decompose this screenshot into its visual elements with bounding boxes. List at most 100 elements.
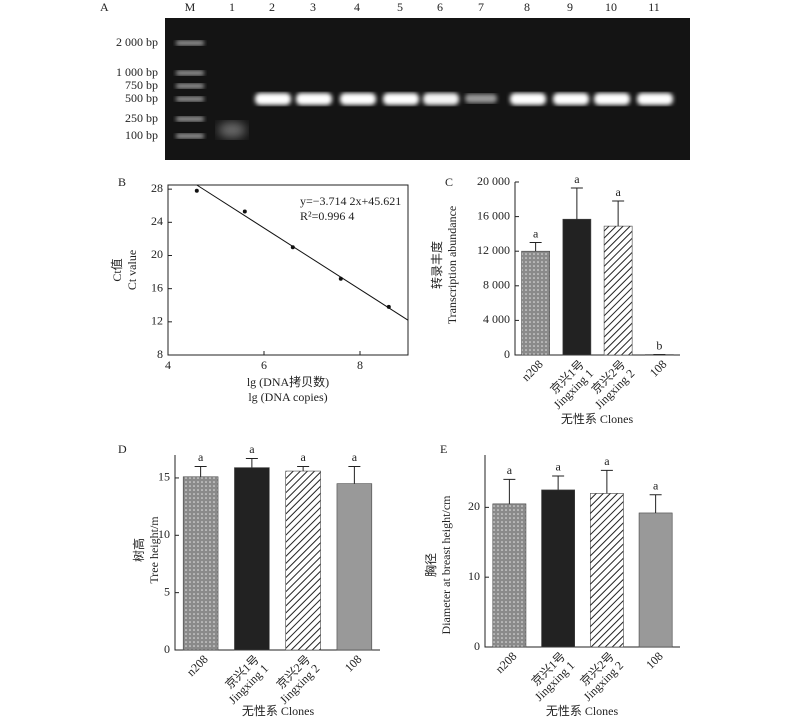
x-tick-label: n208 bbox=[519, 357, 546, 384]
error-bar bbox=[529, 242, 542, 252]
y-tick-label: 4 000 bbox=[483, 312, 510, 326]
lane-label: 5 bbox=[397, 0, 403, 14]
significance-letter: a bbox=[249, 442, 255, 456]
plot-frame bbox=[167, 184, 409, 356]
significance-letter: a bbox=[533, 226, 539, 240]
y-tick-label: 12 000 bbox=[477, 243, 510, 257]
y-tick-label: 8 000 bbox=[483, 278, 510, 292]
ladder-band bbox=[176, 40, 204, 46]
equation: y=−3.714 2x+45.621 bbox=[300, 194, 401, 208]
x-axis-label: 无性系 Clones bbox=[242, 704, 315, 718]
y-axis-label-line: Ct value bbox=[125, 250, 139, 290]
panel-label: E bbox=[440, 442, 447, 456]
marker-label: 500 bp bbox=[125, 91, 158, 105]
error-bar bbox=[297, 465, 310, 472]
x-tick-label-line: n208 bbox=[519, 357, 546, 384]
lane-label: 4 bbox=[354, 0, 360, 14]
bar bbox=[234, 467, 270, 651]
gel-bands bbox=[218, 93, 673, 138]
y-tick-label: 20 000 bbox=[477, 174, 510, 188]
r-squared: R²=0.996 4 bbox=[300, 209, 354, 223]
bar bbox=[589, 493, 624, 648]
x-tick-label: 108 bbox=[643, 649, 666, 672]
lane-label: 8 bbox=[524, 0, 530, 14]
y-tick-label: 16 000 bbox=[477, 208, 510, 222]
y-tick-label: 8 bbox=[157, 347, 163, 361]
error-bar bbox=[552, 475, 565, 490]
x-tick-label: 6 bbox=[261, 358, 267, 372]
significance-letter: a bbox=[555, 460, 561, 474]
lane-label: 9 bbox=[567, 0, 573, 14]
error-bar bbox=[600, 469, 613, 494]
fit-line bbox=[196, 184, 409, 321]
significance-letter: a bbox=[615, 185, 621, 199]
significance-letter: a bbox=[352, 450, 358, 464]
lane-label: 10 bbox=[605, 0, 617, 14]
x-axis-label: lg (DNA copies) bbox=[248, 390, 327, 404]
x-tick-label-line: 108 bbox=[342, 652, 365, 675]
gel bbox=[165, 18, 690, 160]
y-axis-label: 树高 Tree height/m bbox=[131, 516, 161, 584]
marker-label: 1 000 bp bbox=[116, 65, 158, 79]
x-tick-label: n208 bbox=[493, 649, 520, 676]
x-tick-label: 108 bbox=[647, 357, 670, 380]
y-tick-label: 0 bbox=[474, 639, 480, 653]
ladder-band bbox=[176, 96, 204, 102]
y-axis-label-line: Ct值 bbox=[109, 258, 124, 281]
bar bbox=[541, 489, 575, 648]
lane-label: M bbox=[185, 0, 196, 14]
y-axis-label-line: Diameter at breast height/cm bbox=[439, 495, 453, 635]
y-tick-label: 20 bbox=[468, 499, 480, 513]
data-point bbox=[386, 304, 391, 309]
lane-label: 6 bbox=[437, 0, 443, 14]
error-bar bbox=[245, 457, 258, 468]
marker-label: 2 000 bp bbox=[116, 35, 158, 49]
x-tick-label-line: 108 bbox=[643, 649, 666, 672]
bar bbox=[285, 470, 321, 651]
y-tick-label: 5 bbox=[164, 584, 170, 598]
panel-label: C bbox=[445, 175, 453, 189]
bar bbox=[182, 476, 219, 651]
x-tick-label: 4 bbox=[165, 358, 171, 372]
lane-label: 2 bbox=[269, 0, 275, 14]
data-point bbox=[338, 276, 343, 281]
y-tick-label: 10 bbox=[158, 527, 170, 541]
y-axis-label-line: Tree height/m bbox=[147, 516, 161, 584]
y-axis-label-line: Transcription abundance bbox=[445, 206, 459, 325]
y-tick-label: 16 bbox=[151, 280, 163, 294]
lane-label: 7 bbox=[478, 0, 484, 14]
error-bar bbox=[649, 494, 662, 513]
y-tick-label: 0 bbox=[164, 642, 170, 656]
y-axis-label-line: 树高 bbox=[131, 538, 146, 562]
lane-label: 3 bbox=[310, 0, 316, 14]
panel-label: D bbox=[118, 442, 127, 456]
error-bar bbox=[348, 465, 361, 484]
ladder-band bbox=[176, 116, 204, 122]
significance-letter: a bbox=[604, 454, 610, 468]
significance-letter: a bbox=[300, 450, 306, 464]
x-axis-label: lg (DNA拷贝数) bbox=[247, 374, 329, 389]
y-axis-label-line: 转录丰度 bbox=[429, 241, 444, 289]
panel-label: B bbox=[118, 175, 126, 189]
y-tick-label: 28 bbox=[151, 181, 163, 195]
significance-letter: a bbox=[653, 479, 659, 493]
x-axis-label: 无性系 Clones bbox=[561, 412, 634, 426]
bar bbox=[603, 225, 633, 356]
y-tick-label: 15 bbox=[158, 470, 170, 484]
y-tick-label: 20 bbox=[151, 247, 163, 261]
y-axis-label: Ct值 Ct value bbox=[109, 250, 139, 290]
significance-letter: b bbox=[656, 338, 662, 352]
ladder-band bbox=[176, 70, 204, 76]
x-tick-label: n208 bbox=[184, 652, 211, 679]
marker-label: 750 bp bbox=[125, 78, 158, 92]
y-axis-label-line: 胸径 bbox=[423, 553, 438, 577]
panel-label: A bbox=[100, 0, 109, 14]
lane-label: 1 bbox=[229, 0, 235, 14]
error-bar bbox=[612, 200, 625, 227]
y-tick-label: 12 bbox=[151, 314, 163, 328]
